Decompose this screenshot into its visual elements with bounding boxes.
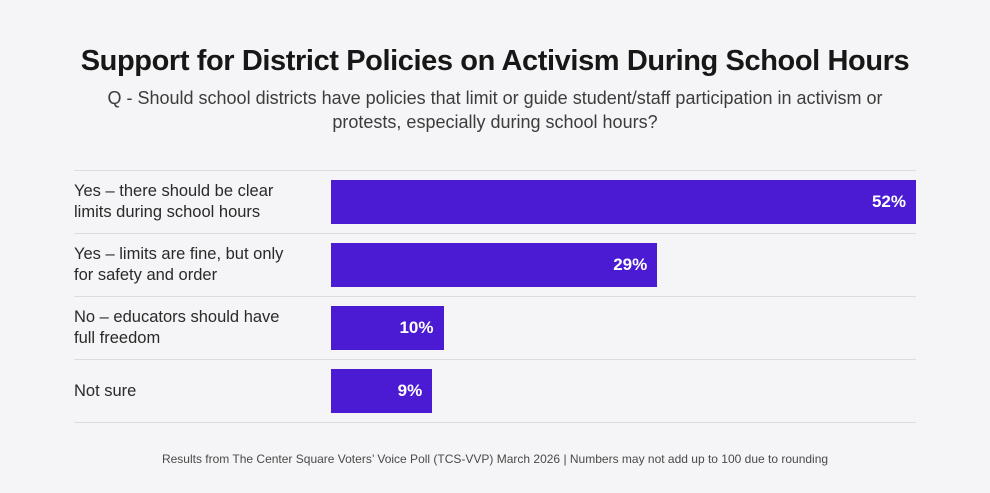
bar-track: 52% <box>331 180 916 224</box>
chart-row: No – educators should have full freedom 1… <box>74 296 916 359</box>
category-label: Not sure <box>74 381 137 400</box>
bar-value-label: 52% <box>871 192 906 211</box>
bar-track: 29% <box>331 243 916 287</box>
chart-row: Not sure 9% <box>74 359 916 423</box>
bar-value-label: 9% <box>397 381 423 400</box>
bar: 29% <box>331 243 658 287</box>
bar-track: 10% <box>331 306 916 350</box>
bar-chart: Yes – there should be clear limits durin… <box>74 170 916 423</box>
bar: 9% <box>331 369 433 413</box>
bar-value-label: 29% <box>613 255 648 274</box>
chart-row: Yes – there should be clear limits durin… <box>74 170 916 233</box>
bar: 10% <box>331 306 444 350</box>
bar-value-label: 10% <box>399 318 434 337</box>
category-label: No – educators should have full freedom <box>74 308 280 347</box>
category-label: Yes – there should be clear limits durin… <box>74 182 274 221</box>
category-label: Yes – limits are fine, but only for safe… <box>74 245 284 284</box>
chart-row: Yes – limits are fine, but only for safe… <box>74 233 916 296</box>
chart-title: Support for District Policies on Activis… <box>80 45 910 77</box>
bar: 52% <box>331 180 916 224</box>
chart-subtitle: Q - Should school districts have policie… <box>107 88 883 132</box>
source-note: Results from The Center Square Voters’ V… <box>161 452 829 466</box>
bar-track: 9% <box>331 369 916 413</box>
